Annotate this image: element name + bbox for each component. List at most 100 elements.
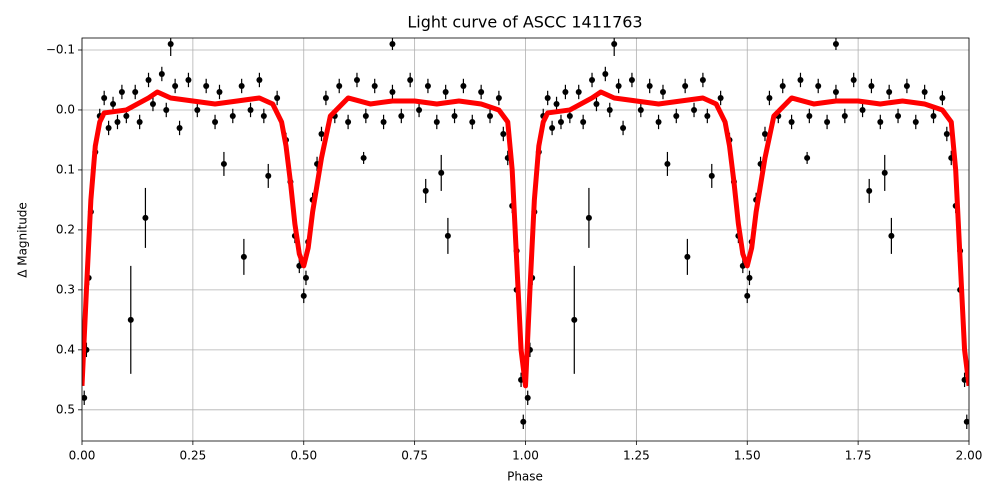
- data-point: [424, 82, 431, 89]
- data-point: [132, 88, 139, 95]
- data-point: [345, 118, 352, 125]
- x-tick-label: 1.00: [512, 449, 539, 463]
- data-point: [691, 106, 698, 113]
- data-point: [611, 40, 618, 47]
- data-point: [930, 112, 937, 119]
- data-point: [216, 88, 223, 95]
- data-point: [788, 118, 795, 125]
- data-point: [362, 112, 369, 119]
- data-point: [451, 112, 458, 119]
- data-point: [114, 118, 121, 125]
- y-tick-label: 0.3: [56, 282, 75, 296]
- data-point: [704, 112, 711, 119]
- data-point: [353, 76, 360, 83]
- data-point: [761, 130, 768, 137]
- x-tick-label: 0.75: [401, 449, 428, 463]
- data-point: [943, 130, 950, 137]
- data-point: [520, 418, 527, 425]
- data-point: [438, 169, 445, 176]
- data-point: [336, 82, 343, 89]
- data-point: [389, 88, 396, 95]
- data-point: [553, 100, 560, 107]
- x-tick-label: 0.25: [180, 449, 207, 463]
- data-point: [495, 94, 502, 101]
- data-point: [110, 100, 117, 107]
- data-point: [524, 394, 531, 401]
- data-point: [766, 94, 773, 101]
- data-point: [167, 40, 174, 47]
- data-point: [804, 154, 811, 161]
- y-axis-label: Δ Magnitude: [16, 202, 30, 278]
- data-point: [868, 82, 875, 89]
- data-point: [585, 214, 592, 221]
- model-line: [82, 89, 969, 389]
- data-point: [360, 154, 367, 161]
- data-point: [580, 118, 587, 125]
- data-point: [615, 82, 622, 89]
- data-point: [717, 94, 724, 101]
- data-point: [895, 112, 902, 119]
- x-tick-label: 2.00: [956, 449, 983, 463]
- data-point: [877, 118, 884, 125]
- data-point: [265, 172, 272, 179]
- data-point: [487, 112, 494, 119]
- data-point: [371, 82, 378, 89]
- data-point: [105, 124, 112, 131]
- data-point: [407, 76, 414, 83]
- data-point: [866, 187, 873, 194]
- data-point: [562, 88, 569, 95]
- y-tick-label: 0.2: [56, 222, 75, 236]
- data-point: [172, 82, 179, 89]
- data-point: [557, 118, 564, 125]
- data-point: [185, 76, 192, 83]
- data-point: [708, 172, 715, 179]
- data-point: [566, 112, 573, 119]
- data-point: [260, 112, 267, 119]
- data-point: [646, 82, 653, 89]
- data-point: [886, 88, 893, 95]
- data-point: [322, 94, 329, 101]
- data-point: [939, 94, 946, 101]
- data-point: [575, 88, 582, 95]
- data-point: [628, 76, 635, 83]
- data-point: [82, 394, 88, 401]
- data-point: [589, 76, 596, 83]
- data-point: [176, 124, 183, 131]
- data-point: [850, 76, 857, 83]
- data-point: [118, 88, 125, 95]
- data-point: [101, 94, 108, 101]
- y-tick-label: 0.1: [56, 162, 75, 176]
- data-point: [912, 118, 919, 125]
- data-point: [422, 187, 429, 194]
- data-point: [797, 76, 804, 83]
- data-point: [442, 88, 449, 95]
- data-point: [123, 112, 130, 119]
- y-tick-label: 0.4: [56, 342, 75, 356]
- data-point: [841, 112, 848, 119]
- plot-frame: [81, 37, 970, 442]
- data-point: [398, 112, 405, 119]
- data-point: [815, 82, 822, 89]
- data-point: [460, 82, 467, 89]
- data-point: [238, 82, 245, 89]
- x-tick-label: 1.50: [734, 449, 761, 463]
- data-point: [149, 100, 156, 107]
- data-point: [145, 76, 152, 83]
- data-point: [163, 106, 170, 113]
- data-point: [212, 118, 219, 125]
- data-point: [136, 118, 143, 125]
- data-point: [549, 124, 556, 131]
- x-tick-label: 0.50: [290, 449, 317, 463]
- data-point: [832, 88, 839, 95]
- data-point: [469, 118, 476, 125]
- data-point: [158, 70, 165, 77]
- data-point: [881, 169, 888, 176]
- data-point: [203, 82, 210, 89]
- x-axis-label: Phase: [507, 470, 543, 484]
- data-point: [824, 118, 831, 125]
- data-point: [903, 82, 910, 89]
- plot-area: [82, 38, 969, 430]
- data-point: [240, 253, 247, 260]
- data-point: [746, 274, 753, 281]
